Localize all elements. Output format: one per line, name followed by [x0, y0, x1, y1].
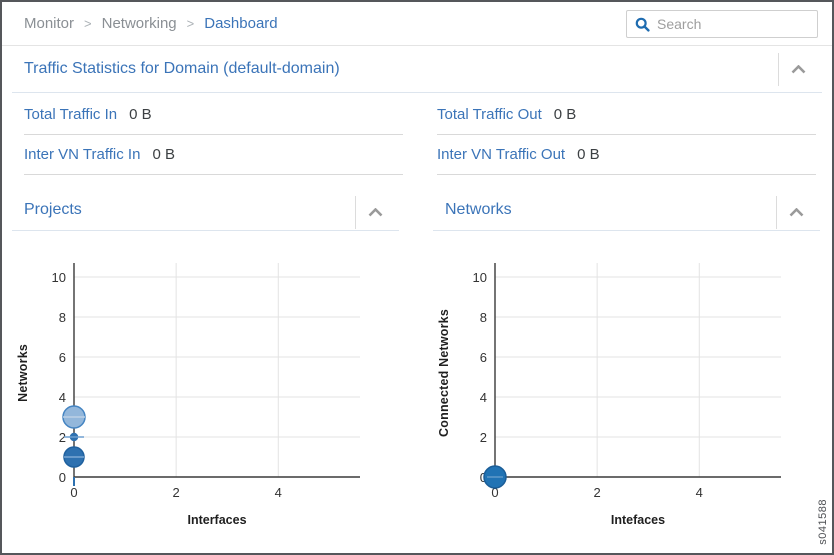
svg-text:2: 2: [59, 430, 66, 445]
breadcrumb-separator: >: [186, 16, 195, 31]
networks-panel-title: Networks: [445, 200, 512, 218]
chevron-up-icon: [791, 65, 806, 74]
networks-panel-header: Networks: [433, 189, 820, 231]
svg-text:8: 8: [59, 310, 66, 325]
breadcrumb-item-dashboard[interactable]: Dashboard: [204, 15, 278, 32]
stat-label[interactable]: Inter VN Traffic In: [24, 146, 141, 163]
svg-text:0: 0: [70, 485, 77, 500]
svg-text:10: 10: [473, 270, 487, 285]
networks-y-axis-label: Connected Networks: [437, 308, 451, 437]
svg-text:4: 4: [696, 485, 703, 500]
stat-label[interactable]: Inter VN Traffic Out: [437, 146, 566, 163]
svg-text:4: 4: [480, 390, 487, 405]
chevron-up-icon: [789, 208, 804, 217]
stat-label[interactable]: Total Traffic Out: [437, 106, 542, 123]
projects-y-axis-label: Networks: [16, 343, 30, 402]
svg-text:0: 0: [59, 470, 66, 485]
breadcrumb-separator: >: [84, 16, 92, 31]
svg-text:2: 2: [480, 430, 487, 445]
search-input[interactable]: [657, 16, 809, 32]
svg-text:8: 8: [480, 310, 487, 325]
projects-chart-block: Networks 0 2 4 6 8 10 0 2 4 Interfaces: [2, 257, 399, 527]
stat-total-traffic-in: Total Traffic In 0 B: [24, 95, 403, 135]
search-icon: [635, 17, 650, 32]
stat-inter-vn-traffic-out: Inter VN Traffic Out 0 B: [437, 135, 816, 175]
svg-text:4: 4: [275, 485, 282, 500]
svg-text:6: 6: [480, 350, 487, 365]
stat-value: 0 B: [577, 146, 600, 163]
stat-value: 0 B: [152, 146, 175, 163]
search-box[interactable]: [626, 10, 818, 38]
projects-panel-title: Projects: [24, 200, 82, 218]
svg-text:2: 2: [173, 485, 180, 500]
svg-text:0: 0: [491, 485, 498, 500]
traffic-section-header: Traffic Statistics for Domain (default-d…: [12, 46, 822, 93]
panels-row: Projects Networks 0 2 4 6 8 10 0 2 4 Interfaces: [2, 175, 832, 527]
stat-inter-vn-traffic-in: Inter VN Traffic In 0 B: [24, 135, 403, 175]
projects-panel-header: Projects: [12, 189, 399, 231]
traffic-collapse-button[interactable]: [778, 53, 818, 86]
traffic-stats: Total Traffic In 0 B Total Traffic Out 0…: [2, 93, 832, 175]
svg-text:6: 6: [59, 350, 66, 365]
breadcrumb-item-networking[interactable]: Networking: [101, 15, 177, 32]
svg-text:10: 10: [52, 270, 66, 285]
svg-text:4: 4: [59, 390, 66, 405]
projects-x-axis-label: Interfaces: [187, 513, 247, 527]
top-bar: Monitor > Networking > Dashboard: [2, 2, 832, 46]
stat-total-traffic-out: Total Traffic Out 0 B: [437, 95, 816, 135]
stat-label[interactable]: Total Traffic In: [24, 106, 118, 123]
projects-panel: Projects Networks 0 2 4 6 8 10 0 2 4 Interfaces: [2, 189, 399, 527]
svg-text:2: 2: [594, 485, 601, 500]
traffic-section-title: Traffic Statistics for Domain (default-d…: [24, 60, 340, 77]
breadcrumb-item-monitor[interactable]: Monitor: [24, 15, 75, 32]
networks-x-axis-label: Intefaces: [610, 513, 666, 527]
figure-id-watermark: s041588: [817, 499, 829, 545]
projects-collapse-button[interactable]: [355, 196, 395, 229]
chevron-up-icon: [368, 208, 383, 217]
projects-chart: 0 2 4 6 8 10 0 2 4: [34, 257, 364, 512]
networks-collapse-button[interactable]: [776, 196, 816, 229]
stat-value: 0 B: [553, 106, 577, 123]
stat-value: 0 B: [129, 106, 152, 123]
